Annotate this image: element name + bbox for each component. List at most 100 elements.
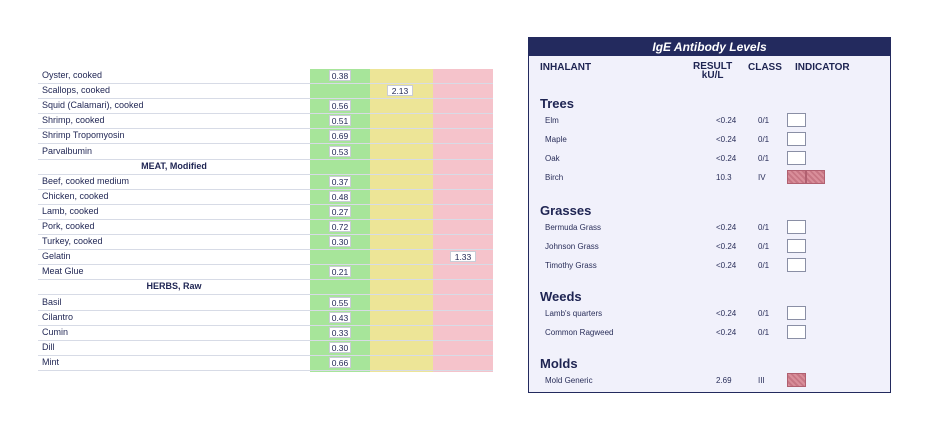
- table-row: Turkey, cooked 0.30: [38, 235, 493, 251]
- indicator-box: [787, 239, 806, 253]
- table-row: Cilantro 0.43: [38, 311, 493, 326]
- section-header: HERBS, Raw: [146, 281, 202, 292]
- allergen-name: Timothy Grass: [545, 261, 597, 270]
- result-value: <0.24: [716, 223, 737, 232]
- result-value: <0.24: [716, 261, 737, 270]
- food-name: Cumin: [42, 326, 69, 337]
- food-name: Beef, cooked medium: [42, 175, 130, 186]
- class-value: 0/1: [758, 328, 770, 337]
- allergen-name: Oak: [545, 154, 560, 163]
- indicator-box: [787, 220, 806, 234]
- class-value: 0/1: [758, 135, 770, 144]
- indicator-box: [787, 306, 806, 320]
- class-value: 0/1: [758, 154, 770, 163]
- indicator-box: [787, 113, 806, 127]
- food-name: Lamb, cooked: [42, 205, 99, 216]
- food-name: Basil: [42, 296, 62, 307]
- section-header: MEAT, Modified: [141, 160, 207, 171]
- allergen-name: Common Ragweed: [545, 328, 614, 337]
- allergen-name: Elm: [545, 116, 559, 125]
- food-value: 0.66: [329, 356, 351, 368]
- food-name: Oyster, cooked: [42, 70, 103, 80]
- indicator-column-header: INDICATOR: [795, 62, 850, 73]
- ige-row: Common Ragweed <0.24 0/1: [529, 325, 890, 343]
- food-value: 0.33: [329, 326, 351, 338]
- ige-row: Lamb's quarters <0.24 0/1: [529, 306, 890, 324]
- ige-row: Johnson Grass <0.24 0/1: [529, 239, 890, 257]
- food-name: Turkey, cooked: [42, 236, 103, 247]
- result-value: <0.24: [716, 309, 737, 318]
- food-name: Cilantro: [42, 311, 74, 322]
- food-name: Gelatin: [42, 251, 71, 262]
- result-column-header: RESULT kU/L: [693, 62, 732, 81]
- table-row: Mint 0.66: [38, 356, 493, 371]
- food-name: Parvalbumin: [42, 145, 93, 156]
- food-value: 0.55: [329, 296, 351, 308]
- table-row: Squid (Calamari), cooked 0.56: [38, 99, 493, 115]
- result-value: <0.24: [716, 154, 737, 163]
- result-value: 10.3: [716, 173, 732, 182]
- table-row: Parvalbumin 0.53: [38, 145, 493, 160]
- table-row: Lamb, cooked 0.27: [38, 205, 493, 220]
- class-column-header: CLASS: [748, 62, 782, 73]
- group-title: Molds: [540, 356, 578, 371]
- table-row: Shrimp, cooked 0.51: [38, 114, 493, 130]
- food-value: 0.69: [329, 130, 351, 142]
- allergen-name: Lamb's quarters: [545, 309, 603, 318]
- food-value: 0.48: [329, 190, 351, 202]
- ige-row: Elm <0.24 0/1: [529, 113, 890, 131]
- indicator-box: [787, 325, 806, 339]
- food-value: 1.33: [450, 251, 476, 263]
- class-value: 0/1: [758, 223, 770, 232]
- food-results-table: Oyster, cooked 0.38 Scallops, cooked 2.13 Sq…: [38, 69, 496, 372]
- group-title: Weeds: [540, 289, 582, 304]
- table-row: Gelatin 1.33: [38, 250, 493, 266]
- indicator-box: [787, 151, 806, 165]
- class-value: 0/1: [758, 242, 770, 251]
- food-name: Squid (Calamari), cooked: [42, 100, 144, 111]
- result-value: <0.24: [716, 116, 737, 125]
- result-value: <0.24: [716, 328, 737, 337]
- table-row: Beef, cooked medium 0.37: [38, 175, 493, 190]
- food-name: Shrimp Tropomyosin: [42, 130, 125, 141]
- allergen-name: Maple: [545, 135, 567, 144]
- allergen-name: Johnson Grass: [545, 242, 599, 251]
- allergen-name: Mold Generic: [545, 376, 593, 385]
- food-name: Scallops, cooked: [42, 85, 111, 96]
- food-value: 0.30: [329, 236, 351, 248]
- food-name: Shrimp, cooked: [42, 115, 105, 126]
- group-title: Trees: [540, 96, 574, 111]
- indicator-box: [787, 258, 806, 272]
- table-row: Oyster, cooked 0.38: [38, 69, 493, 84]
- table-row: Scallops, cooked 2.13: [38, 84, 493, 100]
- class-value: III: [758, 376, 765, 385]
- moderate-range-band: [370, 69, 433, 372]
- result-value: <0.24: [716, 242, 737, 251]
- ige-row: Birch 10.3 IV: [529, 170, 890, 188]
- ige-row: Oak <0.24 0/1: [529, 151, 890, 169]
- ige-row: Mold Generic 2.69 III: [529, 373, 890, 391]
- ige-row: Maple <0.24 0/1: [529, 132, 890, 150]
- table-row: Dill 0.30: [38, 341, 493, 356]
- table-row: Meat Glue 0.21: [38, 265, 493, 281]
- food-value: 2.13: [387, 85, 413, 97]
- ige-row: Timothy Grass <0.24 0/1: [529, 258, 890, 276]
- food-value: 0.51: [329, 115, 351, 127]
- food-name: Meat Glue: [42, 266, 84, 277]
- food-value: 0.37: [329, 175, 351, 187]
- food-name: Chicken, cooked: [42, 190, 109, 201]
- section-header-row: HERBS, Raw: [38, 280, 493, 296]
- table-row: Basil 0.55: [38, 296, 493, 311]
- allergen-name: Bermuda Grass: [545, 223, 602, 232]
- class-value: 0/1: [758, 309, 770, 318]
- class-value: IV: [758, 173, 766, 182]
- food-value: 0.72: [329, 221, 351, 232]
- result-value: 2.69: [716, 376, 732, 385]
- panel-title: IgE Antibody Levels: [529, 38, 890, 56]
- food-value: 0.30: [329, 341, 351, 353]
- food-value: 0.21: [329, 266, 351, 278]
- food-value: 0.27: [329, 205, 351, 217]
- section-header-row: MEAT, Modified: [38, 160, 493, 175]
- class-value: 0/1: [758, 261, 770, 270]
- inhalant-column-header: INHALANT: [540, 62, 592, 73]
